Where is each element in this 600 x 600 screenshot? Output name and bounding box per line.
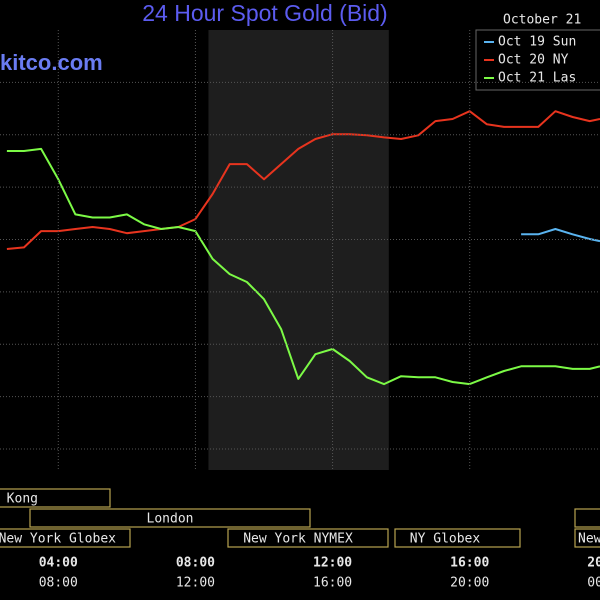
session-box — [394, 528, 521, 548]
series-line — [6, 147, 600, 386]
x-tick-label: 12:00 — [313, 556, 352, 571]
x-tick-label: 20:00 — [587, 556, 600, 571]
session-box — [227, 528, 389, 548]
session-box — [574, 508, 600, 528]
session-label: New York NYMEX — [243, 532, 353, 547]
x2-tick-label: 00:00 — [587, 576, 600, 591]
session-box — [574, 528, 600, 548]
x2-tick-label: 12:00 — [176, 576, 215, 591]
legend-label: Oct 20 NY — [498, 53, 569, 68]
series-line — [6, 110, 600, 250]
session-label: NY Globex — [410, 532, 481, 547]
site-label: kitco.com — [0, 50, 103, 75]
shaded-region — [208, 30, 389, 470]
session-label: New — [578, 532, 600, 547]
date-label: October 21 — [503, 13, 581, 28]
x2-tick-label: 20:00 — [450, 576, 489, 591]
session-box — [0, 528, 131, 548]
legend: Oct 19 Sun Oct 20 NY Oct 21 Las — [475, 29, 600, 91]
chart-title: 24 Hour Spot Gold (Bid) — [142, 0, 387, 26]
legend-label: Oct 21 Las — [498, 71, 576, 86]
legend-box — [475, 29, 600, 91]
x-tick-label: 08:00 — [176, 556, 215, 571]
session-label: London — [147, 512, 194, 527]
session-box — [0, 488, 111, 508]
x2-tick-label: 08:00 — [39, 576, 78, 591]
session-label: New York Globex — [0, 532, 116, 547]
session-label: Hong Kong — [0, 492, 38, 507]
x-tick-label: 04:00 — [39, 556, 78, 571]
x-tick-label: 16:00 — [450, 556, 489, 571]
session-box — [29, 508, 311, 528]
x2-tick-label: 16:00 — [313, 576, 352, 591]
legend-label: Oct 19 Sun — [498, 35, 576, 50]
